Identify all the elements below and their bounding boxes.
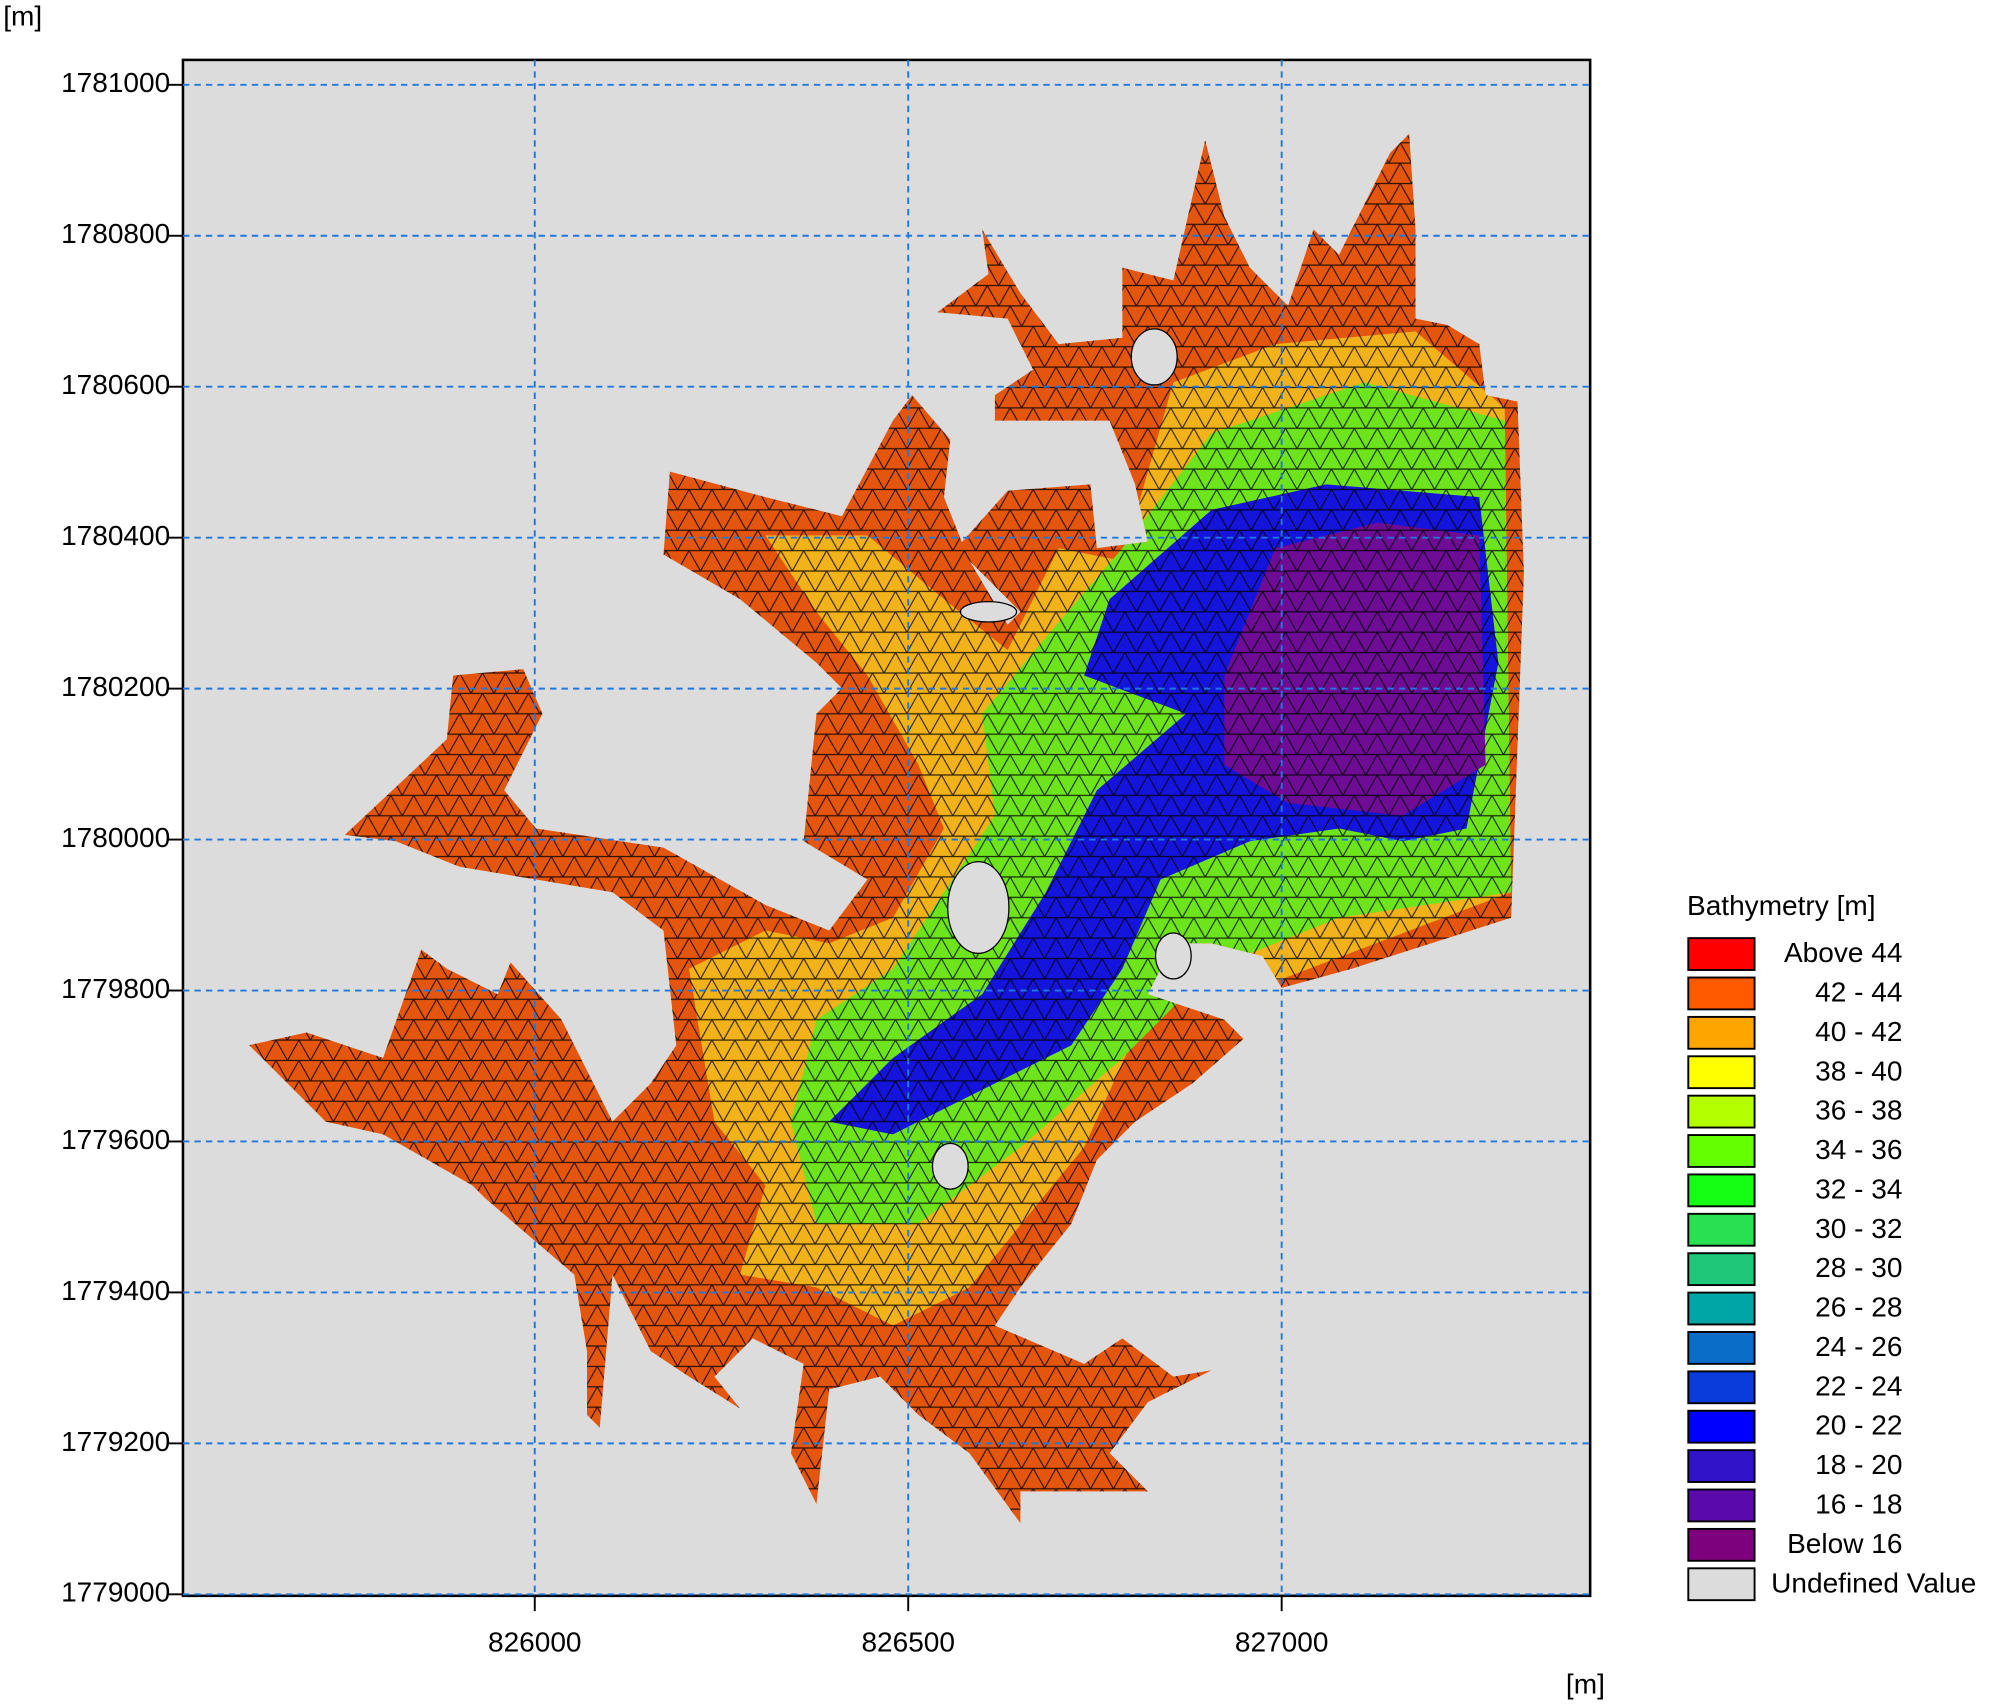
legend-label: 26 - 28 xyxy=(1815,1292,1902,1323)
legend-label: Above 44 xyxy=(1784,937,1902,968)
legend-label: Below 16 xyxy=(1787,1528,1902,1559)
y-tick-label: 1780200 xyxy=(61,671,170,702)
legend-label: 42 - 44 xyxy=(1815,976,1902,1007)
legend-label: 32 - 34 xyxy=(1815,1173,1902,1204)
legend-label: 40 - 42 xyxy=(1815,1016,1902,1047)
y-axis-label: [m] xyxy=(3,0,42,31)
legend-swatch xyxy=(1687,1252,1756,1287)
island xyxy=(959,600,1018,623)
legend-swatch xyxy=(1687,976,1756,1011)
legend-swatch xyxy=(1687,1094,1756,1129)
legend-swatch xyxy=(1687,1449,1756,1483)
legend-swatch xyxy=(1687,1173,1756,1208)
y-tick-label: 1779000 xyxy=(61,1577,170,1608)
legend: Above 44 42 - 44 40 - 42 38 - 40 36 - 38 34 -… xyxy=(1687,937,1976,1602)
legend-swatch xyxy=(1687,1015,1756,1050)
legend-swatch xyxy=(1687,1527,1756,1562)
island xyxy=(947,861,1010,955)
legend-swatch xyxy=(1687,1488,1756,1523)
legend-label: 22 - 24 xyxy=(1815,1370,1902,1401)
y-tick-label: 1779800 xyxy=(61,973,170,1004)
legend-label: 18 - 20 xyxy=(1815,1449,1902,1480)
legend-swatch xyxy=(1687,937,1756,971)
legend-label: 34 - 36 xyxy=(1815,1134,1902,1165)
legend-swatch xyxy=(1687,1134,1756,1168)
legend-label: 16 - 18 xyxy=(1815,1489,1902,1520)
legend-swatch xyxy=(1687,1331,1756,1365)
axes: 826000 826500 827000 1779000 1779200 1779400 1… xyxy=(61,59,1591,1658)
y-tick-label: 1780000 xyxy=(61,822,170,853)
y-tick-label: 1779400 xyxy=(61,1275,170,1306)
x-tick-label: 826000 xyxy=(488,1627,582,1658)
y-tick-label: 1780600 xyxy=(61,369,170,400)
legend-swatch xyxy=(1687,1055,1756,1090)
legend-label: 28 - 30 xyxy=(1815,1252,1902,1283)
legend-swatch xyxy=(1687,1409,1756,1444)
island xyxy=(931,1142,969,1190)
legend-label: 24 - 26 xyxy=(1815,1331,1902,1362)
island xyxy=(1130,328,1178,386)
x-axis-label: [m] xyxy=(1566,1669,1605,1700)
y-tick-label: 1779600 xyxy=(61,1124,170,1155)
legend-label: 36 - 38 xyxy=(1815,1095,1902,1126)
x-tick-label: 826500 xyxy=(861,1627,955,1658)
legend-swatch xyxy=(1687,1291,1756,1326)
legend-swatch xyxy=(1687,1212,1756,1247)
legend-label: 38 - 40 xyxy=(1815,1055,1902,1086)
legend-label: 30 - 32 xyxy=(1815,1213,1902,1244)
legend-title: Bathymetry [m] xyxy=(1687,890,1875,921)
y-tick-label: 1779200 xyxy=(61,1426,170,1457)
island xyxy=(1154,932,1192,980)
y-tick-label: 1780400 xyxy=(61,520,170,551)
y-tick-label: 1780800 xyxy=(61,218,170,249)
legend-label: Undefined Value xyxy=(1771,1567,1976,1598)
x-tick-label: 827000 xyxy=(1235,1627,1329,1658)
legend-label: 20 - 22 xyxy=(1815,1410,1902,1441)
legend-swatch xyxy=(1687,1567,1756,1602)
legend-swatch xyxy=(1687,1370,1756,1405)
y-tick-label: 1781000 xyxy=(61,67,170,98)
